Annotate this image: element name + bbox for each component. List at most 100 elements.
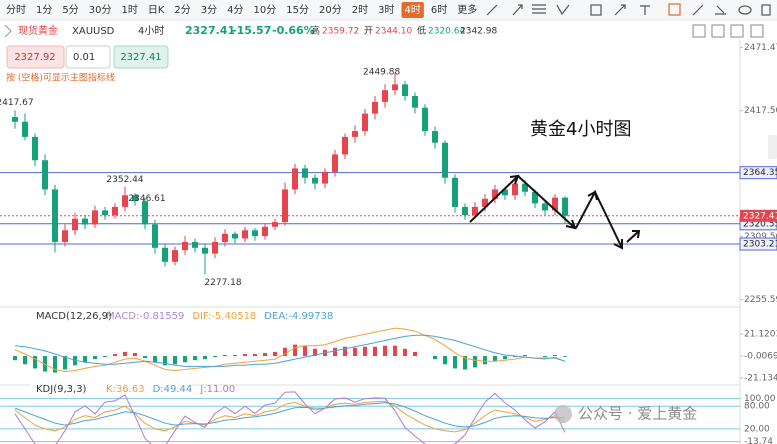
candle-body xyxy=(552,197,558,211)
y-tick-label: -13.74 xyxy=(744,437,773,444)
ask-box[interactable] xyxy=(113,45,169,69)
macd-bar xyxy=(203,356,207,360)
macd-bar xyxy=(433,356,437,360)
period-button[interactable]: 更多 xyxy=(457,3,477,16)
indicator-line xyxy=(14,334,566,367)
legend-name: DIF: xyxy=(192,311,211,322)
tool-magnet[interactable] xyxy=(715,5,726,15)
period-button[interactable]: 2时 xyxy=(352,4,368,16)
candle-body xyxy=(342,136,348,155)
header: 现货黄金 XAUUSD 4小时 2327.41 -15.57 -0.66% 高 … xyxy=(4,24,764,38)
period-button[interactable]: 1分 xyxy=(36,4,52,16)
candle-body xyxy=(432,131,438,143)
period[interactable]: 4小时 xyxy=(138,25,164,37)
candle-body xyxy=(42,160,48,190)
candle-body xyxy=(32,136,38,161)
macd-bar xyxy=(193,356,197,361)
period-button[interactable]: 30分 xyxy=(89,4,112,16)
tool-text[interactable] xyxy=(640,5,650,15)
expand-icon[interactable] xyxy=(4,24,12,38)
candle-body xyxy=(22,121,28,137)
candle-body xyxy=(462,206,468,216)
watermark-icon xyxy=(554,405,572,423)
candle-body xyxy=(542,203,548,211)
tool-delete[interactable] xyxy=(761,4,771,16)
period-button[interactable]: 1时 xyxy=(121,4,137,16)
tool-wave[interactable] xyxy=(556,4,570,16)
legend-value: 49.44 xyxy=(164,384,193,395)
candle-body xyxy=(222,233,228,242)
arrow-head xyxy=(509,174,520,185)
period-button[interactable]: 4分 xyxy=(227,4,243,16)
candle-body xyxy=(382,90,388,102)
macd-bar xyxy=(513,356,517,358)
macd-bar xyxy=(113,353,117,357)
price-tag xyxy=(739,166,777,180)
candle-body xyxy=(562,197,568,216)
macd-bar xyxy=(383,345,387,357)
indicator-line xyxy=(14,391,566,444)
period-button[interactable]: 日K xyxy=(148,5,165,16)
price-tag-label: 2364.35 xyxy=(743,168,777,178)
tool-arrow[interactable] xyxy=(512,4,523,16)
macd-bar xyxy=(63,356,67,370)
macd-bar xyxy=(313,348,317,357)
legend-name: DEA: xyxy=(264,311,288,322)
period-button[interactable]: 2分 xyxy=(174,4,190,16)
macd-bar xyxy=(563,356,567,357)
side-handle[interactable] xyxy=(768,135,777,159)
arrow-head xyxy=(587,190,598,201)
macd-bar xyxy=(333,347,337,357)
settings-icon[interactable] xyxy=(692,24,706,38)
tool-eye[interactable] xyxy=(738,5,752,15)
candle-body xyxy=(472,206,478,216)
candle-body xyxy=(292,168,298,190)
macd-bar xyxy=(553,355,557,357)
period-button[interactable]: 6时 xyxy=(431,4,447,16)
y-tick-label: 21.12031 xyxy=(744,330,777,340)
step: 0.01 xyxy=(73,52,95,63)
arrow-head xyxy=(613,239,623,250)
tool-pen[interactable] xyxy=(692,4,704,16)
step-box[interactable] xyxy=(65,45,111,69)
candle-body xyxy=(502,189,508,196)
period-button[interactable]: 4时 xyxy=(405,4,421,16)
bid: 2327.92 xyxy=(14,52,55,63)
candle-body xyxy=(412,96,418,108)
candle-body xyxy=(122,195,128,207)
zoom-icon[interactable] xyxy=(711,24,725,38)
fullscreen-icon[interactable] xyxy=(750,24,764,38)
period-button[interactable]: 分时 xyxy=(6,4,26,16)
open-value: 2344.10 xyxy=(375,27,412,37)
macd-bar xyxy=(503,356,507,360)
bid-box[interactable] xyxy=(6,45,65,69)
arrow-head xyxy=(565,219,577,230)
drawn-arrow xyxy=(575,189,623,249)
y-tick-label: 20.00 xyxy=(744,424,770,434)
candle-body xyxy=(92,210,98,225)
arrow-small xyxy=(626,230,641,243)
period-button[interactable]: 10分 xyxy=(254,4,277,16)
tool-line[interactable] xyxy=(486,4,498,16)
symbol: XAUUSD xyxy=(72,26,115,37)
period-button[interactable]: 5分 xyxy=(62,4,78,16)
candle-body xyxy=(62,230,68,242)
candle-body xyxy=(162,247,168,262)
period-button[interactable]: 3时 xyxy=(378,4,394,16)
tool-parallel[interactable] xyxy=(532,4,546,14)
layout-icon[interactable] xyxy=(730,24,744,38)
tool-ray[interactable] xyxy=(614,4,626,16)
period-button[interactable]: 3分 xyxy=(201,4,217,16)
y-tick-label: 2471.47 xyxy=(744,43,777,53)
macd-bar xyxy=(103,356,107,358)
macd-bar xyxy=(443,356,447,365)
legend-name: MACD: xyxy=(106,311,139,322)
tool-rect[interactable] xyxy=(590,4,602,16)
period-button[interactable]: 15分 xyxy=(286,4,309,16)
macd-bar xyxy=(543,356,547,358)
macd-bar xyxy=(143,356,147,359)
period-button[interactable]: 20分 xyxy=(319,4,342,16)
candle-body xyxy=(232,233,238,239)
tool-erase[interactable] xyxy=(668,3,681,16)
